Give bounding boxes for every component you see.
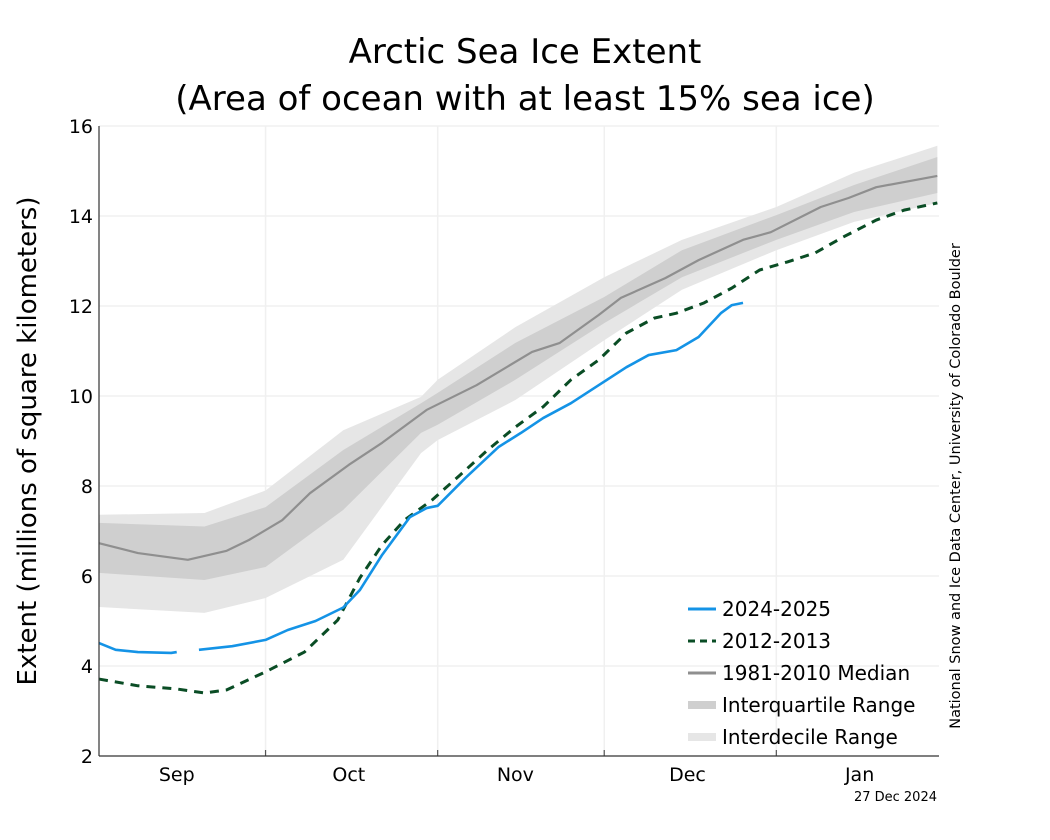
line-2012-2013 [98,201,938,695]
median-line [98,174,938,561]
chart-title: Arctic Sea Ice Extent [349,32,702,72]
x-tick-label: Nov [497,764,534,786]
y-axis-label: Extent (millions of square kilometers) [13,197,43,686]
y-tick-label: 16 [69,116,93,138]
legend-item-interdecile-label: Interdecile Range [722,725,898,749]
date-stamp: 27 Dec 2024 [854,790,937,805]
axes: 2 4 6 8 10 12 14 16 Sep Oct Nov Dec Jan [69,116,939,786]
legend-item-interquartile-label: Interquartile Range [722,693,915,717]
y-tick-label: 12 [69,296,93,318]
y-tick-label: 2 [81,746,93,768]
x-tick-label: Jan [844,764,874,786]
y-tick-label: 4 [81,656,93,678]
legend: 2024-2025 2012-2013 1981-2010 Median Interq… [688,597,915,749]
y-tick-label: 14 [69,206,93,228]
x-tick-label: Oct [332,764,365,786]
interquartile-range-band [99,157,938,581]
series-lines [98,174,938,695]
legend-item-median-label: 1981-2010 Median [722,661,910,685]
y-tick-label: 10 [69,386,93,408]
x-tick-label: Sep [159,764,195,786]
line-2024-2025 [98,301,744,655]
legend-item-2012-2013-label: 2012-2013 [722,629,831,653]
x-tick-label: Dec [669,764,706,786]
y-tick-label: 8 [81,476,93,498]
chart-subtitle: (Area of ocean with at least 15% sea ice… [175,79,874,119]
credit-text: National Snow and Ice Data Center, Unive… [948,243,964,729]
y-tick-label: 6 [81,566,93,588]
range-bands [99,145,938,613]
legend-item-2024-2025-label: 2024-2025 [722,597,831,621]
